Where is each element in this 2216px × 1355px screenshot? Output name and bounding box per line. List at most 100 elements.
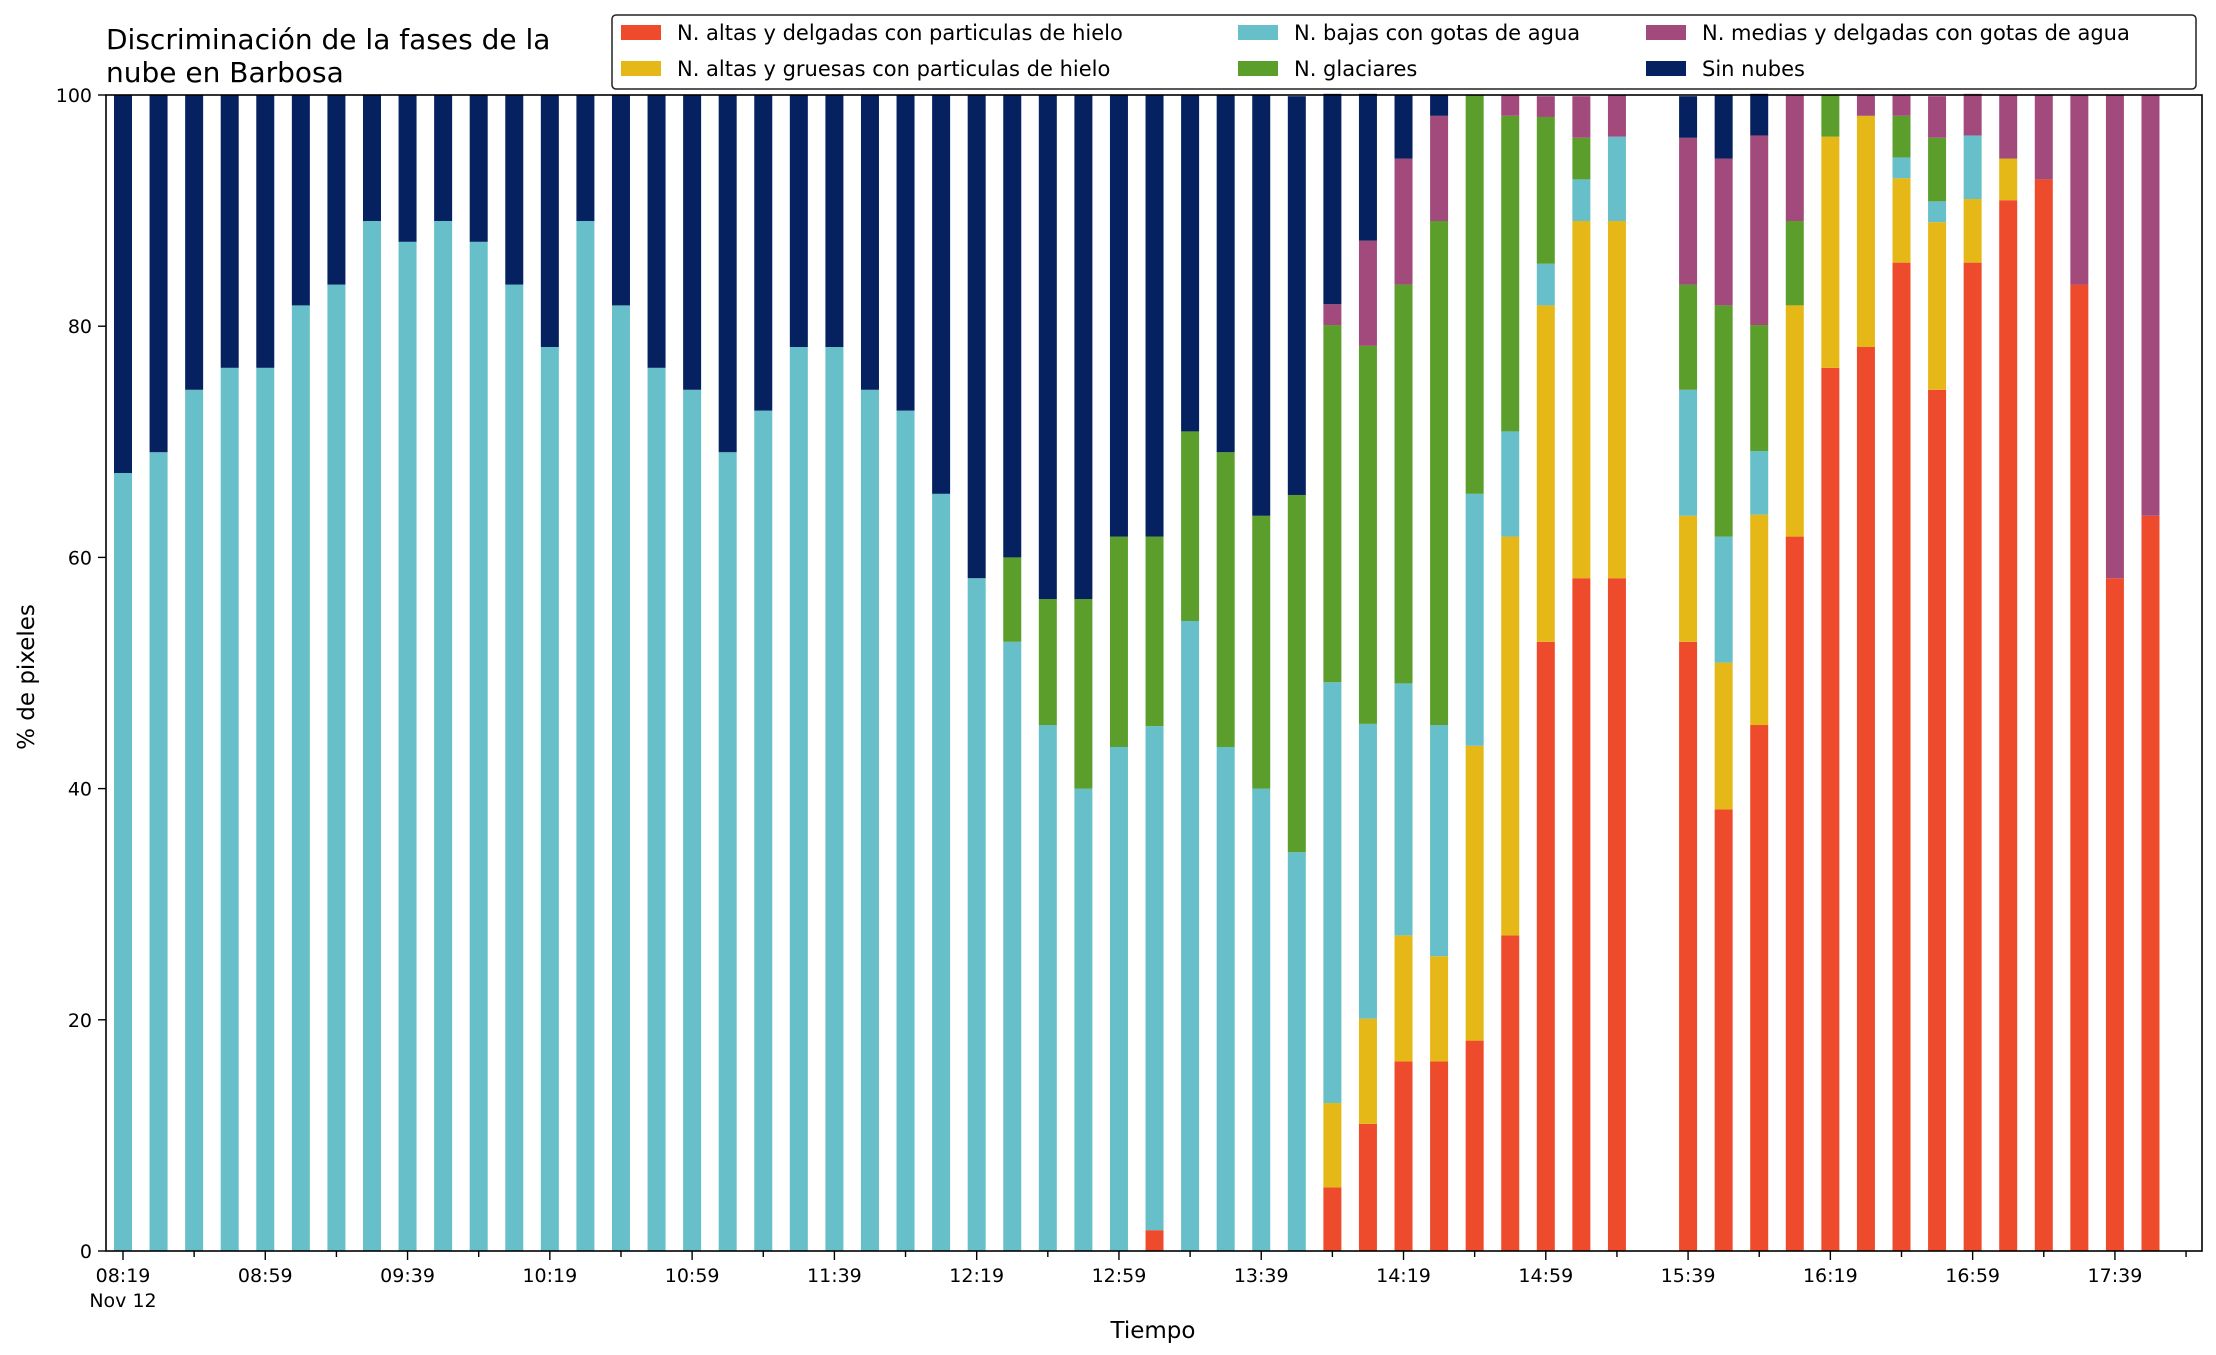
x-axis-label: Tiempo <box>1110 1318 1196 1344</box>
bar-segment-1259-s5 <box>1109 95 1128 537</box>
x-tick-label: 10:59 <box>665 1265 720 1287</box>
bar-segment-1319-s3 <box>1181 431 1200 621</box>
bar-segment-1659-s0 <box>1963 262 1982 1251</box>
bar-segment-1709-s0 <box>1999 200 2018 1252</box>
bar-segment-1149-s5 <box>860 95 879 390</box>
bar-segment-0939-s5 <box>398 95 417 242</box>
bar-segment-1139-s2 <box>825 347 844 1251</box>
bar-segment-1629-s4 <box>1856 95 1875 116</box>
bar-segment-1209-s2 <box>932 493 951 1251</box>
bar-segment-1129-s2 <box>789 347 808 1251</box>
bar-segment-1409-s1 <box>1358 1018 1377 1124</box>
bar-segment-1229-s5 <box>1003 95 1022 558</box>
y-tick-label: 40 <box>68 779 92 801</box>
bar-segment-1439-s2 <box>1465 493 1484 746</box>
x-tick-label: 13:39 <box>1234 1265 1289 1287</box>
bar-segment-1559-s3 <box>1750 325 1769 452</box>
bar-segment-0939-s2 <box>398 241 417 1251</box>
plot-frame <box>105 94 2203 1252</box>
bar-segment-1549-s5 <box>1714 95 1733 159</box>
bar-segment-1059-s5 <box>683 95 702 390</box>
bar-segment-1419-s5 <box>1394 95 1413 159</box>
bar-segment-1249-s5 <box>1074 95 1093 600</box>
bar-segment-1719-s0 <box>2034 179 2053 1251</box>
bar-segment-1749-s0 <box>2141 515 2160 1251</box>
bar-segment-1429-s4 <box>1430 115 1449 222</box>
bar-segment-1539-s1 <box>1679 515 1698 642</box>
bar-segment-0829-s2 <box>149 452 168 1251</box>
x-tick-label: 08:59 <box>238 1265 293 1287</box>
bar-segment-1419-s3 <box>1394 284 1413 684</box>
x-tick-label: 12:59 <box>1092 1265 1147 1287</box>
bar-segment-1349-s5 <box>1287 96 1306 495</box>
y-tick-label: 60 <box>68 547 92 569</box>
bar-segment-0849-s2 <box>220 367 239 1251</box>
bar-segment-1549-s1 <box>1714 662 1733 810</box>
bar-segment-1639-s2 <box>1892 157 1911 179</box>
bar-segment-1409-s0 <box>1358 1123 1377 1251</box>
bar-segment-1039-s5 <box>611 95 630 306</box>
bar-segment-1649-s4 <box>1928 96 1947 138</box>
bar-segment-1409-s2 <box>1358 723 1377 1019</box>
bar-segment-1109-s5 <box>718 95 737 453</box>
bar-segment-1449-s1 <box>1501 536 1520 936</box>
bar-segment-1729-s0 <box>2070 284 2089 1252</box>
bar-segment-1409-s4 <box>1358 240 1377 346</box>
x-tick-label: 08:19 <box>96 1265 151 1287</box>
bar-segment-1659-s2 <box>1963 135 1982 200</box>
bar-segment-1539-s5 <box>1679 96 1698 138</box>
bar-segment-0919-s2 <box>327 284 346 1252</box>
bar-segment-1739-s4 <box>2105 95 2124 579</box>
bar-segment-1249-s3 <box>1074 599 1093 789</box>
bar-segment-1549-s0 <box>1714 809 1733 1251</box>
bar-segment-1309-s5 <box>1145 95 1164 537</box>
bar-segment-1239-s3 <box>1038 599 1057 726</box>
x-tick-label: 09:39 <box>380 1265 435 1287</box>
bar-segment-1109-s2 <box>718 452 737 1251</box>
bar-segment-1709-s4 <box>1999 95 2018 159</box>
legend-label: Sin nubes <box>1702 57 1805 81</box>
bar-segment-1509-s0 <box>1572 578 1591 1251</box>
bar-segment-1659-s1 <box>1963 199 1982 263</box>
bar-segment-1259-s2 <box>1109 746 1128 1251</box>
bar-segment-1009-s5 <box>505 95 524 285</box>
y-tick-label: 0 <box>80 1241 92 1263</box>
bar-segment-1549-s3 <box>1714 305 1733 537</box>
x-tick-label: 12:19 <box>949 1265 1004 1287</box>
bar-segment-1629-s1 <box>1856 115 1875 348</box>
bar-segment-0839-s5 <box>185 95 204 390</box>
bar-segment-1049-s5 <box>647 95 666 368</box>
bar-segment-1009-s2 <box>505 284 524 1252</box>
bar-segment-1509-s2 <box>1572 179 1591 222</box>
bar-segment-1129-s5 <box>789 95 808 348</box>
bar-segment-1539-s3 <box>1679 284 1698 390</box>
bar-segment-1029-s5 <box>576 95 595 221</box>
bar-segment-1619-s3 <box>1821 95 1840 137</box>
bar-segment-1219-s5 <box>967 95 986 579</box>
bar-segment-0819-s2 <box>114 473 132 1251</box>
bar-segment-1029-s2 <box>576 221 595 1251</box>
bar-segment-1449-s4 <box>1501 95 1520 116</box>
bar-segment-1439-s3 <box>1465 95 1484 494</box>
bar-segment-1259-s3 <box>1109 536 1128 747</box>
bar-segment-1739-s0 <box>2105 578 2124 1251</box>
legend-swatch <box>1646 25 1686 40</box>
bar-segment-1559-s1 <box>1750 514 1769 726</box>
bar-segment-1359-s3 <box>1323 325 1342 683</box>
bar-segment-1509-s1 <box>1572 221 1591 579</box>
bar-segment-1419-s1 <box>1394 935 1413 1062</box>
bar-segment-1559-s0 <box>1750 725 1769 1251</box>
bar-segment-1519-s1 <box>1607 221 1626 579</box>
x-tick-label: 16:59 <box>1945 1265 2000 1287</box>
bar-segment-1239-s5 <box>1038 95 1057 600</box>
x-tick-date-label: Nov 12 <box>89 1290 156 1312</box>
y-tick-label: 20 <box>68 1010 92 1032</box>
legend-label: N. altas y gruesas con particulas de hie… <box>677 57 1110 81</box>
bar-segment-0919-s5 <box>327 95 346 285</box>
bar-segment-1459-s4 <box>1536 96 1555 117</box>
bar-segment-0929-s5 <box>362 95 381 221</box>
bar-segment-1019-s5 <box>540 95 559 348</box>
bar-segment-1559-s4 <box>1750 135 1769 326</box>
bar-segment-1439-s1 <box>1465 745 1484 1041</box>
bar-segment-1209-s5 <box>932 95 951 494</box>
